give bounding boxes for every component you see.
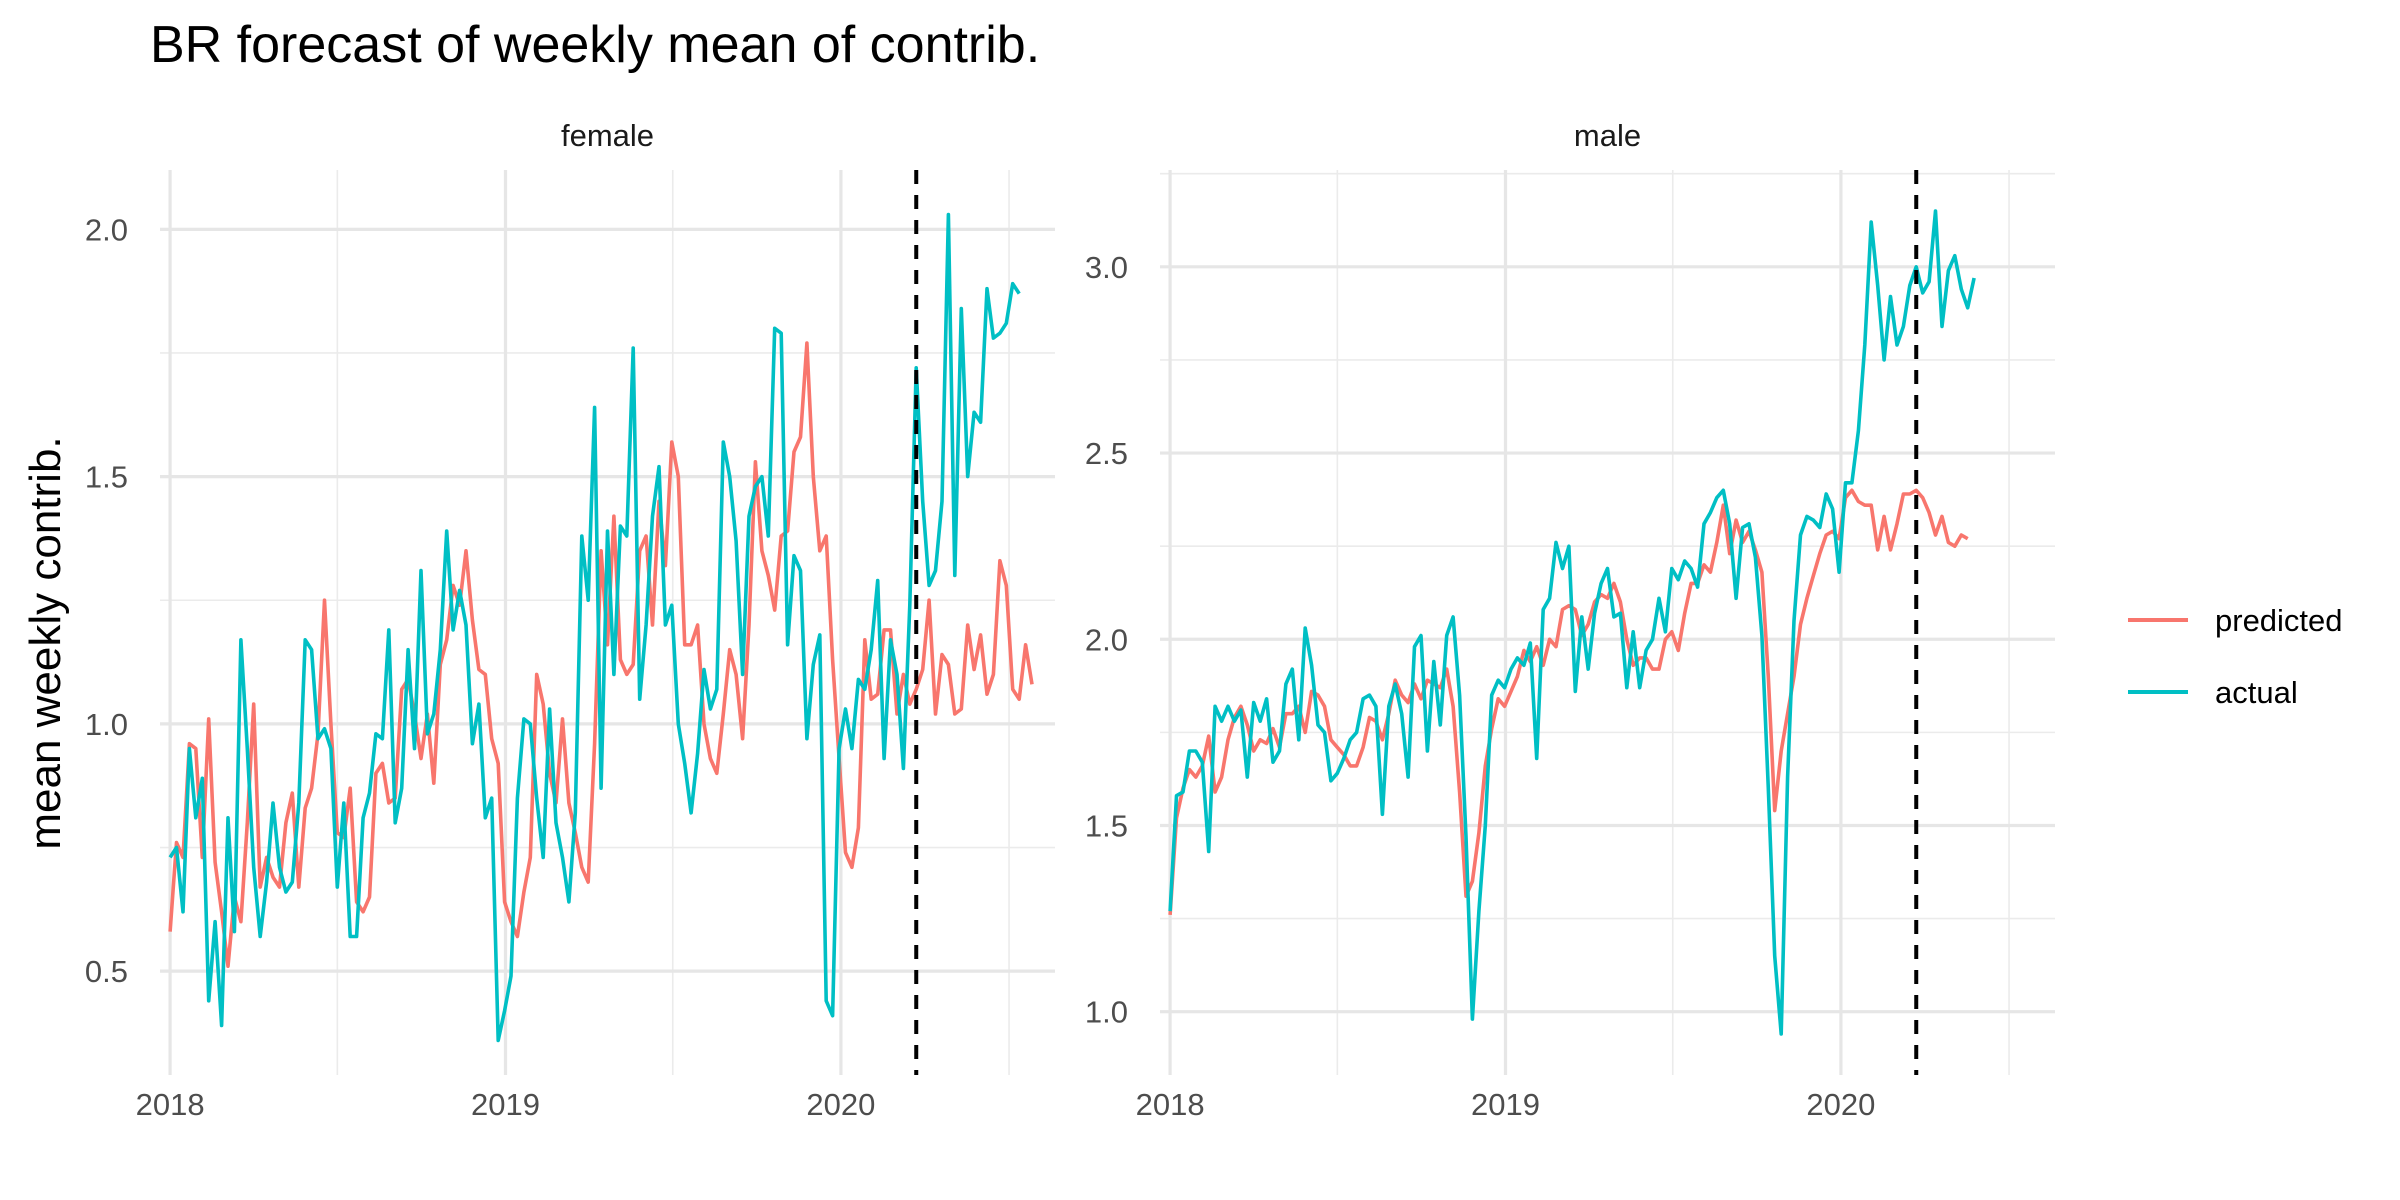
series-line-actual	[1168, 209, 1976, 1036]
legend-label-actual: actual	[2215, 675, 2298, 710]
panel-strip-label: female	[561, 118, 654, 153]
y-tick-label: 2.5	[1085, 436, 1128, 471]
panel-female: 0.5 1.0 1.5 2.0 2018 2019 2020 female	[85, 118, 1055, 1122]
x-tick-label: 2020	[806, 1087, 875, 1122]
y-tick-label: 1.0	[85, 707, 128, 742]
panel-strip-label: male	[1574, 118, 1641, 153]
y-tick-label: 0.5	[85, 954, 128, 989]
x-tick-label: 2020	[1806, 1087, 1875, 1122]
y-tick-label: 2.0	[1085, 622, 1128, 657]
y-tick-label: 2.0	[85, 212, 128, 247]
y-tick-label: 1.5	[1085, 808, 1128, 843]
x-tick-label: 2019	[1471, 1087, 1540, 1122]
x-tick-label: 2018	[1136, 1087, 1205, 1122]
series-line-predicted	[168, 341, 1034, 968]
y-axis-label: mean weekly contrib.	[21, 436, 70, 849]
y-tick-label: 1.0	[1085, 995, 1128, 1030]
legend-label-predicted: predicted	[2215, 603, 2343, 638]
series-line-actual	[168, 212, 1021, 1043]
y-tick-label: 1.5	[85, 460, 128, 495]
x-tick-label: 2019	[471, 1087, 540, 1122]
legend: predicted actual	[2128, 603, 2343, 710]
x-tick-label: 2018	[136, 1087, 205, 1122]
panel-male: 1.0 1.5 2.0 2.5 3.0 2018 2019 2020 male	[1085, 118, 2055, 1122]
chart-title: BR forecast of weekly mean of contrib.	[150, 16, 1040, 74]
y-tick-label: 3.0	[1085, 250, 1128, 285]
